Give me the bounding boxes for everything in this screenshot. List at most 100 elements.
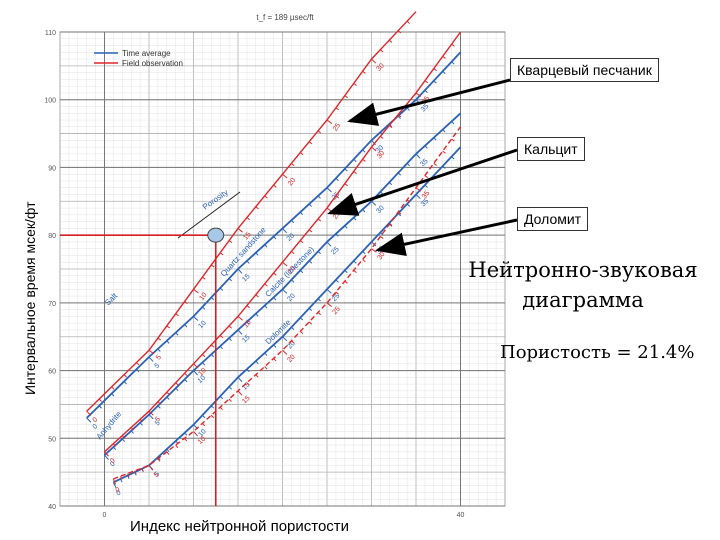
- series-hash-mark: [228, 278, 232, 282]
- series-hash-mark: [397, 211, 402, 215]
- series-hash-mark: [433, 68, 437, 72]
- series-porosity-tick-label: 15: [241, 395, 252, 405]
- series-hash-mark: [326, 187, 332, 193]
- series-porosity-tick-label: 15: [242, 231, 252, 242]
- series-hash-mark: [184, 379, 188, 383]
- series-hash-mark: [273, 184, 277, 188]
- series-hash-mark: [193, 363, 199, 369]
- y-tick-label: 70: [48, 301, 56, 308]
- callout-arrow: [327, 148, 518, 216]
- series-hash-mark: [202, 306, 206, 310]
- series-hash-mark: [335, 177, 339, 182]
- series-hash-mark: [282, 349, 288, 355]
- series-hash-mark: [326, 302, 332, 308]
- callout-arrow: [347, 78, 511, 126]
- series-hash-mark: [264, 366, 268, 370]
- series-hash-mark: [175, 387, 179, 392]
- series-porosity-tick-label: 15: [241, 334, 252, 344]
- series-hash-mark: [166, 448, 170, 453]
- series-porosity-tick-label: 35: [421, 190, 431, 201]
- chart-title: t_f = 189 µsec/ft: [256, 13, 314, 22]
- series-hash-mark: [202, 362, 206, 366]
- series-hash-mark: [406, 199, 411, 203]
- series-hash-mark: [388, 181, 393, 186]
- series-hash-mark: [228, 325, 232, 329]
- series-hash-mark: [246, 217, 250, 221]
- x-tick-label: 40: [457, 512, 465, 519]
- y-axis-label: Интервальное время мсек/фт: [22, 201, 38, 396]
- series-hash-mark: [389, 223, 393, 227]
- series-hash-mark: [317, 298, 321, 302]
- series-porosity-tick-label: 15: [241, 273, 252, 283]
- series-hash-mark: [335, 233, 339, 237]
- series-hash-mark: [308, 203, 312, 207]
- series-hash-mark: [273, 358, 277, 362]
- series-porosity-tick-label: 25: [331, 293, 342, 304]
- series-hash-mark: [228, 386, 232, 390]
- series-hash-mark: [157, 348, 161, 352]
- series-hash-mark: [255, 206, 259, 210]
- series-hash-mark: [362, 209, 366, 213]
- series-porosity-tick-label: 10: [197, 428, 208, 439]
- series-hash-mark: [219, 252, 224, 256]
- series-porosity-tick-label: 30: [375, 144, 386, 154]
- series-hash-mark: [148, 356, 154, 362]
- legend-label-time-average: Time average: [122, 49, 171, 58]
- series-hash-mark: [317, 311, 321, 316]
- series-hash-mark: [433, 137, 437, 141]
- reading-marker: [207, 227, 225, 243]
- series-hash-mark: [406, 203, 410, 207]
- series-hash-mark: [127, 473, 130, 477]
- series-hash-mark: [130, 427, 134, 431]
- series-hash-mark: [353, 171, 357, 174]
- series-hash-mark: [406, 163, 410, 167]
- legend-label-field-observation: Field observation: [122, 59, 183, 68]
- series-hash-mark: [415, 153, 421, 159]
- series-hash-mark: [388, 125, 393, 129]
- series-hash-mark: [237, 316, 243, 321]
- series-line: [86, 11, 417, 412]
- y-tick-label: 40: [48, 504, 56, 511]
- series-porosity-tick-label: 30: [375, 62, 386, 73]
- y-tick-label: 60: [48, 369, 56, 376]
- series-hash-mark: [255, 252, 259, 256]
- callout-quartz-sandstone: Кварцевый песчаник: [510, 58, 659, 82]
- series-hash-mark: [380, 49, 384, 53]
- series-hash-mark: [424, 184, 428, 188]
- series-hash-mark: [175, 313, 179, 317]
- series-hash-mark: [406, 107, 410, 111]
- series-hash-mark: [273, 272, 277, 276]
- series-hash-mark: [134, 470, 137, 475]
- series-hash-mark: [308, 260, 313, 264]
- series-hash-mark: [113, 446, 117, 451]
- series-hash-mark: [371, 146, 377, 152]
- series-porosity-tick-label: 20: [286, 340, 297, 351]
- callout-dolomite: Доломит: [517, 207, 589, 231]
- series-hash-mark: [433, 162, 437, 166]
- series-porosity-tick-label: 5: [154, 471, 162, 479]
- series-hash-mark: [113, 443, 117, 447]
- series-hash-mark: [371, 58, 377, 64]
- series-hash-mark: [246, 260, 250, 264]
- series-porosity-tick-label: 10: [197, 320, 208, 331]
- series-hash-mark: [308, 229, 313, 233]
- series-hash-mark: [264, 244, 268, 248]
- series-hash-mark: [397, 172, 402, 176]
- series-hash-mark: [282, 173, 288, 179]
- series-hash-mark: [273, 236, 277, 240]
- x-tick-label: 0: [103, 512, 107, 519]
- series-hash-mark: [362, 158, 366, 162]
- series-hash-mark: [397, 115, 401, 119]
- series-hash-mark: [219, 345, 223, 350]
- series-hash-mark: [424, 145, 428, 149]
- series-hash-mark: [237, 268, 243, 274]
- series-hash-mark: [121, 438, 126, 442]
- series-hash-mark: [291, 162, 295, 166]
- series-hash-mark: [291, 219, 295, 224]
- series-hash-mark: [433, 80, 437, 84]
- series-hash-mark: [127, 475, 130, 479]
- series-hash-mark: [362, 259, 366, 263]
- series-hash-mark: [415, 187, 422, 192]
- series-hash-mark: [344, 95, 348, 99]
- series-hash-mark: [282, 288, 288, 294]
